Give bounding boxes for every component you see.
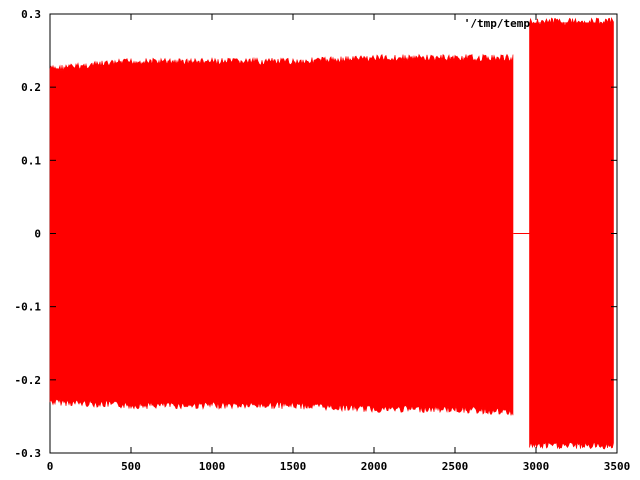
legend: '/tmp/temp [464, 17, 596, 30]
x-tick-label: 2500 [442, 460, 469, 473]
x-tick-label: 3500 [604, 460, 631, 473]
x-tick-label: 3000 [523, 460, 550, 473]
legend-label: '/tmp/temp [464, 17, 531, 30]
series-segment-2 [529, 17, 614, 450]
y-tick-label: 0.1 [21, 154, 41, 167]
x-tick-label: 0 [47, 460, 54, 473]
tick-layer: 0 500 1000 1500 2000 2500 3000 3500 -0.3 -0.2 -0.1… [15, 8, 631, 473]
series-layer [49, 17, 614, 450]
series-segment-0 [49, 53, 514, 416]
x-tick-label: 500 [121, 460, 141, 473]
x-tick-label: 1000 [199, 460, 226, 473]
y-tick-label: 0 [34, 228, 41, 241]
y-tick-label: 0.2 [21, 81, 41, 94]
x-tick-label: 1500 [280, 460, 307, 473]
y-tick-label: -0.2 [15, 374, 42, 387]
y-tick-label: 0.3 [21, 8, 41, 21]
x-tick-label: 2000 [361, 460, 388, 473]
y-tick-label: -0.1 [15, 301, 42, 314]
y-tick-label: -0.3 [15, 447, 42, 460]
